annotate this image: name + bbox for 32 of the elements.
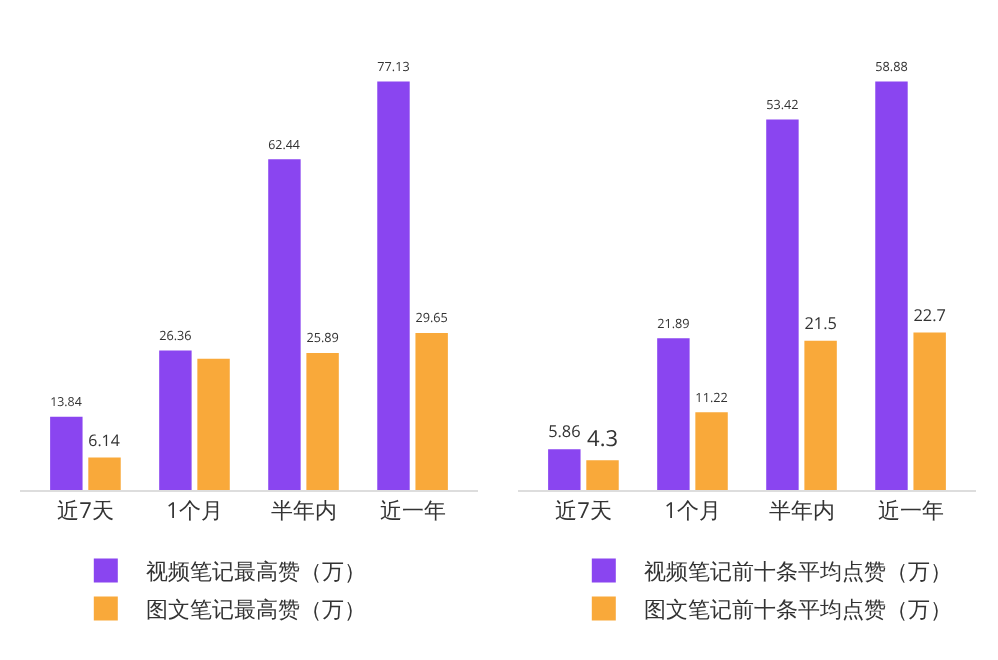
bar: [50, 416, 83, 490]
legend-label: 图文笔记最高赞（万）: [145, 595, 366, 626]
data-label: 5.86: [548, 421, 582, 444]
data-label: 22.7: [913, 304, 947, 327]
bar: [548, 449, 581, 490]
x-tick-label: 近一年: [877, 496, 944, 527]
x-tick-label: 半年内: [768, 496, 835, 527]
bar: [766, 119, 799, 490]
bar: [306, 352, 339, 490]
bar: [657, 338, 690, 490]
x-tick-label: 近一年: [379, 496, 446, 527]
x-tick-label: 1个月: [664, 496, 721, 527]
bar: [377, 81, 410, 490]
bar: [875, 81, 908, 490]
x-tick-label: 近7天: [57, 496, 114, 527]
bar: [913, 332, 946, 490]
x-tick-label: 近7天: [555, 496, 612, 527]
x-tick-label: 半年内: [270, 496, 337, 527]
bar: [804, 340, 837, 490]
bar: [159, 350, 192, 490]
data-label: 21.5: [804, 312, 838, 335]
bar: [268, 159, 301, 490]
bar: [415, 332, 448, 490]
x-tick-label: 1个月: [166, 496, 223, 527]
legend-label: 视频笔记前十条平均点赞（万）: [643, 557, 952, 588]
legend-label: 图文笔记前十条平均点赞（万）: [643, 595, 952, 626]
data-label: 4.3: [587, 424, 618, 455]
legend-label: 视频笔记最高赞（万）: [145, 557, 366, 588]
bar: [197, 358, 230, 490]
bar: [695, 412, 728, 490]
bar: [88, 457, 121, 490]
bar: [586, 460, 619, 490]
